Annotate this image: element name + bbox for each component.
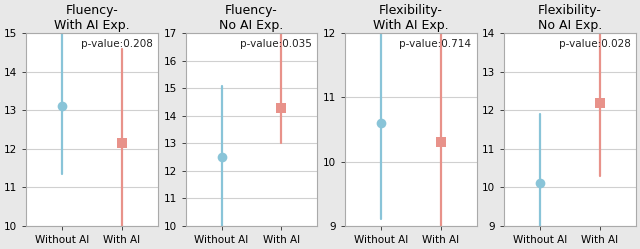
Title: Fluency-
No AI Exp.: Fluency- No AI Exp.: [220, 4, 284, 32]
Text: p-value:0.208: p-value:0.208: [81, 39, 153, 49]
Text: p-value:0.035: p-value:0.035: [240, 39, 312, 49]
Title: Flexibility-
With AI Exp.: Flexibility- With AI Exp.: [373, 4, 449, 32]
Text: p-value:0.028: p-value:0.028: [559, 39, 630, 49]
Text: p-value:0.714: p-value:0.714: [399, 39, 471, 49]
Title: Fluency-
With AI Exp.: Fluency- With AI Exp.: [54, 4, 130, 32]
Title: Flexibility-
No AI Exp.: Flexibility- No AI Exp.: [538, 4, 602, 32]
